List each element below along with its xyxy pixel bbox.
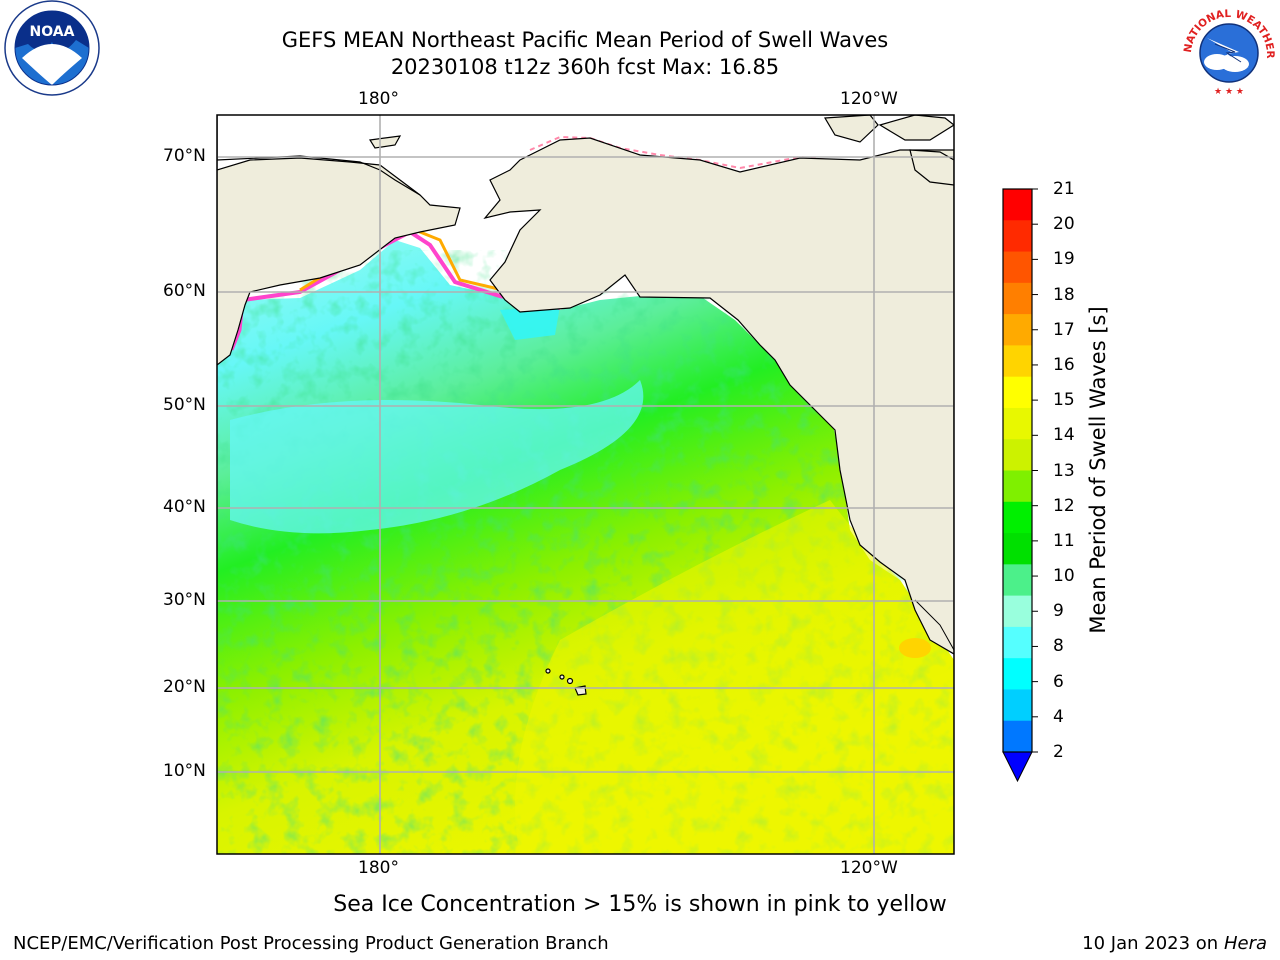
lat-label-30n: 30°N xyxy=(163,590,206,610)
colorbar-cell xyxy=(1003,407,1032,440)
colorbar-tick-label: 18 xyxy=(1053,284,1075,305)
lat-label-70n: 70°N xyxy=(163,146,206,166)
colorbar-tick-label: 21 xyxy=(1053,179,1075,199)
colorbar-extend-triangle xyxy=(1002,751,1033,783)
colorbar-tick-label: 14 xyxy=(1053,425,1075,446)
colorbar-tick-label: 11 xyxy=(1053,530,1075,551)
colorbar-cell xyxy=(1003,501,1032,534)
plot-subtitle: 20230108 t12z 360h fcst Max: 16.85 xyxy=(390,55,780,79)
lat-label-20n: 20°N xyxy=(163,677,206,697)
colorbar-cell xyxy=(1003,282,1032,315)
colorbar-tick-label: 19 xyxy=(1053,249,1075,270)
colorbar-cell xyxy=(1003,439,1032,471)
max-period-patch xyxy=(899,638,931,658)
colorbar-tick-label: 8 xyxy=(1053,636,1064,657)
colorbar-cell xyxy=(1003,470,1032,503)
lon-label-top-120w: 120°W xyxy=(840,89,898,109)
colorbar-cell xyxy=(1003,314,1032,346)
graticule xyxy=(217,115,954,854)
svg-text:★ ★ ★: ★ ★ ★ xyxy=(1214,87,1244,97)
lat-label-50n: 50°N xyxy=(163,395,206,415)
colorbar-tick-label: 6 xyxy=(1053,671,1064,692)
low-period-band xyxy=(230,380,644,534)
colorbar-tick-label: 2 xyxy=(1053,742,1064,762)
lat-label-60n: 60°N xyxy=(163,281,206,301)
colorbar-tick-label: 15 xyxy=(1053,390,1075,411)
arctic-ice-edge xyxy=(529,135,831,170)
sea-ice-note: Sea Ice Concentration > 15% is shown in … xyxy=(333,892,947,917)
footer-credit: NCEP/EMC/Verification Post Processing Pr… xyxy=(13,933,609,954)
colorbar-cell xyxy=(1003,533,1032,565)
gulf-shelf-patch xyxy=(500,306,560,340)
colorbar-tick-label: 13 xyxy=(1053,460,1075,481)
footer-host: Hera xyxy=(1223,933,1267,954)
colorbar-tick-label: 20 xyxy=(1053,214,1075,235)
colorbar-cell xyxy=(1003,345,1032,378)
colorbar-cell xyxy=(1003,220,1032,253)
lon-label-bottom-180: 180° xyxy=(358,858,399,878)
long-period-area xyxy=(515,500,954,854)
colorbar-cell xyxy=(1003,251,1032,284)
colorbar-tick-label: 10 xyxy=(1053,566,1075,587)
footer-date: 10 Jan 2023 on Hera xyxy=(1082,933,1267,954)
nws-logo-icon: NATIONAL WEATHER SERVICE ★ ★ ★ xyxy=(1177,0,1276,97)
lon-label-top-180: 180° xyxy=(358,89,399,109)
colorbar-cell xyxy=(1003,720,1032,753)
colorbar-cell xyxy=(1003,564,1032,597)
colorbar-cell xyxy=(1003,658,1032,690)
colorbar-cell xyxy=(1003,376,1032,409)
footer-date-text: 10 Jan 2023 on xyxy=(1082,933,1224,954)
lat-label-10n: 10°N xyxy=(163,761,206,781)
lat-label-40n: 40°N xyxy=(163,497,206,517)
colorbar-label: Mean Period of Swell Waves [s] xyxy=(1086,306,1110,634)
colorbar-cell xyxy=(1003,689,1032,722)
map-frame xyxy=(216,114,955,855)
noaa-logo-text: NOAA xyxy=(30,24,75,40)
colorbar-cell xyxy=(1003,595,1032,628)
colorbar-cell xyxy=(1003,626,1032,659)
colorbar-tick-label: 4 xyxy=(1053,706,1064,727)
land-masses xyxy=(217,115,954,696)
plot-title: GEFS MEAN Northeast Pacific Mean Period … xyxy=(281,28,889,52)
colorbar-tick-label: 9 xyxy=(1053,601,1064,622)
colorbar-cell xyxy=(1003,189,1032,221)
noaa-logo-icon: NOAA xyxy=(4,0,100,96)
colorbar-tick-label: 16 xyxy=(1053,354,1075,375)
lon-label-bottom-120w: 120°W xyxy=(840,858,898,878)
colorbar-tick-label: 17 xyxy=(1053,319,1075,340)
colorbar-tick-label: 12 xyxy=(1053,495,1075,516)
